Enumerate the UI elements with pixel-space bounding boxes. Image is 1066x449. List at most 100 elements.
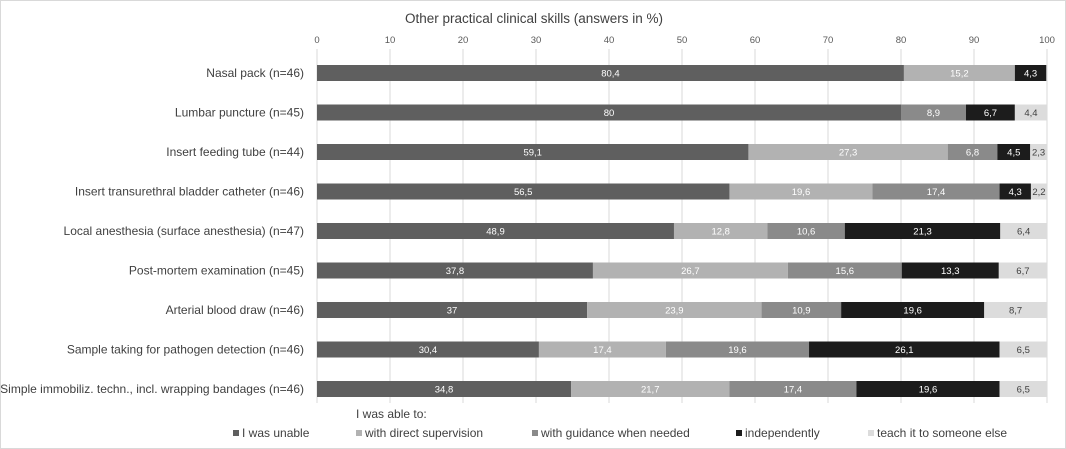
bar-segment bbox=[965, 104, 1015, 121]
bar-segment bbox=[841, 302, 985, 318]
bar-segment bbox=[1030, 144, 1047, 160]
data-label: 2,2 bbox=[1032, 187, 1045, 198]
category-label: Sample taking for pathogen detection (n=… bbox=[67, 343, 304, 357]
category-label: Post-mortem examination (n=45) bbox=[129, 264, 304, 278]
x-tick-label: 40 bbox=[604, 35, 615, 46]
category-label: Insert transurethral bladder catheter (n… bbox=[75, 185, 304, 199]
data-label: 13,3 bbox=[941, 266, 960, 277]
bar-segment bbox=[767, 223, 845, 239]
bar-segment bbox=[856, 381, 1000, 397]
x-tick-label: 70 bbox=[823, 35, 834, 46]
data-label: 48,9 bbox=[486, 227, 505, 238]
bar-segment bbox=[1014, 104, 1047, 121]
bar-segment bbox=[592, 262, 788, 279]
data-label: 26,7 bbox=[681, 266, 700, 277]
bar-segment bbox=[809, 341, 1000, 358]
data-label: 6,8 bbox=[966, 148, 979, 159]
bar-segment bbox=[999, 381, 1047, 397]
data-label: 26,1 bbox=[895, 345, 914, 356]
legend-label: independently bbox=[745, 426, 820, 440]
data-label: 10,6 bbox=[797, 227, 816, 238]
data-label: 37 bbox=[447, 306, 458, 317]
x-tick-label: 10 bbox=[385, 35, 396, 46]
data-label: 17,4 bbox=[927, 187, 946, 198]
category-label: Insert feeding tube (n=44) bbox=[166, 145, 304, 159]
x-axis-ticks: 0 10 20 30 40 50 60 70 80 90 100 bbox=[314, 35, 1055, 46]
bar-segment bbox=[587, 302, 762, 318]
data-label: 4,4 bbox=[1024, 108, 1037, 119]
data-label: 37,8 bbox=[446, 266, 465, 277]
bars: 80,4 15,2 4,3 80 8,9 6,7 4,4 59,1 27,3 6,8 4,5 2,3 5… bbox=[317, 65, 1047, 397]
bar-segment bbox=[317, 183, 730, 200]
data-label: 21,7 bbox=[641, 385, 660, 396]
bar-segment bbox=[317, 223, 674, 239]
bar-segment bbox=[844, 223, 1001, 239]
bar-segment bbox=[673, 223, 768, 239]
data-label: 19,6 bbox=[919, 385, 938, 396]
data-label: 17,4 bbox=[784, 385, 803, 396]
bar-segment bbox=[729, 183, 873, 200]
legend-swatch bbox=[868, 430, 874, 436]
data-label: 17,4 bbox=[593, 345, 612, 356]
bar-segment bbox=[1030, 183, 1047, 200]
bar-segment bbox=[787, 262, 902, 279]
legend-title: I was able to: bbox=[356, 407, 427, 421]
data-label: 30,4 bbox=[419, 345, 438, 356]
bar-segment bbox=[748, 144, 948, 160]
category-label: Simple immobiliz. techn., incl. wrapping… bbox=[1, 382, 304, 396]
bar-segment bbox=[571, 381, 730, 397]
legend-swatch bbox=[356, 430, 362, 436]
bar-segment bbox=[998, 262, 1047, 279]
bar-segment bbox=[317, 144, 749, 160]
data-label: 6,5 bbox=[1017, 385, 1030, 396]
data-label: 21,3 bbox=[913, 227, 932, 238]
category-labels: Nasal pack (n=46) Lumbar puncture (n=45) I… bbox=[1, 66, 304, 396]
data-label: 80,4 bbox=[601, 69, 620, 80]
bar-segment bbox=[317, 65, 904, 81]
legend-label: I was unable bbox=[242, 426, 310, 440]
data-label: 6,7 bbox=[984, 108, 997, 119]
legend-label: with direct supervision bbox=[364, 426, 483, 440]
x-tick-label: 80 bbox=[896, 35, 907, 46]
data-label: 19,6 bbox=[792, 187, 811, 198]
bar-segment bbox=[1014, 65, 1047, 81]
legend-swatch bbox=[736, 430, 742, 436]
data-label: 10,9 bbox=[792, 306, 811, 317]
x-tick-label: 30 bbox=[531, 35, 542, 46]
legend: I was unable with direct supervision with … bbox=[233, 426, 1007, 440]
x-tick-label: 90 bbox=[969, 35, 980, 46]
data-label: 4,5 bbox=[1007, 148, 1020, 159]
data-label: 2,3 bbox=[1032, 148, 1045, 159]
bar-segment bbox=[999, 183, 1031, 200]
data-label: 6,5 bbox=[1017, 345, 1030, 356]
bar-segment bbox=[665, 341, 810, 358]
data-label: 15,6 bbox=[836, 266, 855, 277]
bar-segment bbox=[729, 381, 857, 397]
bar-segment bbox=[984, 302, 1047, 318]
x-tick-label: 100 bbox=[1039, 35, 1055, 46]
x-tick-label: 50 bbox=[677, 35, 688, 46]
legend-label: with guidance when needed bbox=[540, 426, 690, 440]
bar-segment bbox=[317, 302, 588, 318]
data-label: 19,6 bbox=[728, 345, 747, 356]
legend-swatch bbox=[233, 430, 239, 436]
bar-segment bbox=[901, 104, 966, 121]
bar-segment bbox=[1000, 223, 1047, 239]
bar-segment bbox=[947, 144, 998, 160]
bar-segment bbox=[999, 341, 1047, 358]
bar-segment bbox=[317, 262, 593, 279]
data-label: 23,9 bbox=[665, 306, 684, 317]
data-label: 56,5 bbox=[514, 187, 533, 198]
x-tick-label: 60 bbox=[750, 35, 761, 46]
category-label: Local anesthesia (surface anesthesia) (n… bbox=[64, 224, 304, 238]
legend-swatch bbox=[532, 430, 538, 436]
data-label: 4,3 bbox=[1009, 187, 1022, 198]
bar-segment bbox=[761, 302, 842, 318]
x-tick-label: 0 bbox=[314, 35, 319, 46]
data-label: 6,7 bbox=[1016, 266, 1029, 277]
bar-segment bbox=[872, 183, 1000, 200]
data-label: 8,9 bbox=[927, 108, 940, 119]
data-label: 34,8 bbox=[435, 385, 454, 396]
